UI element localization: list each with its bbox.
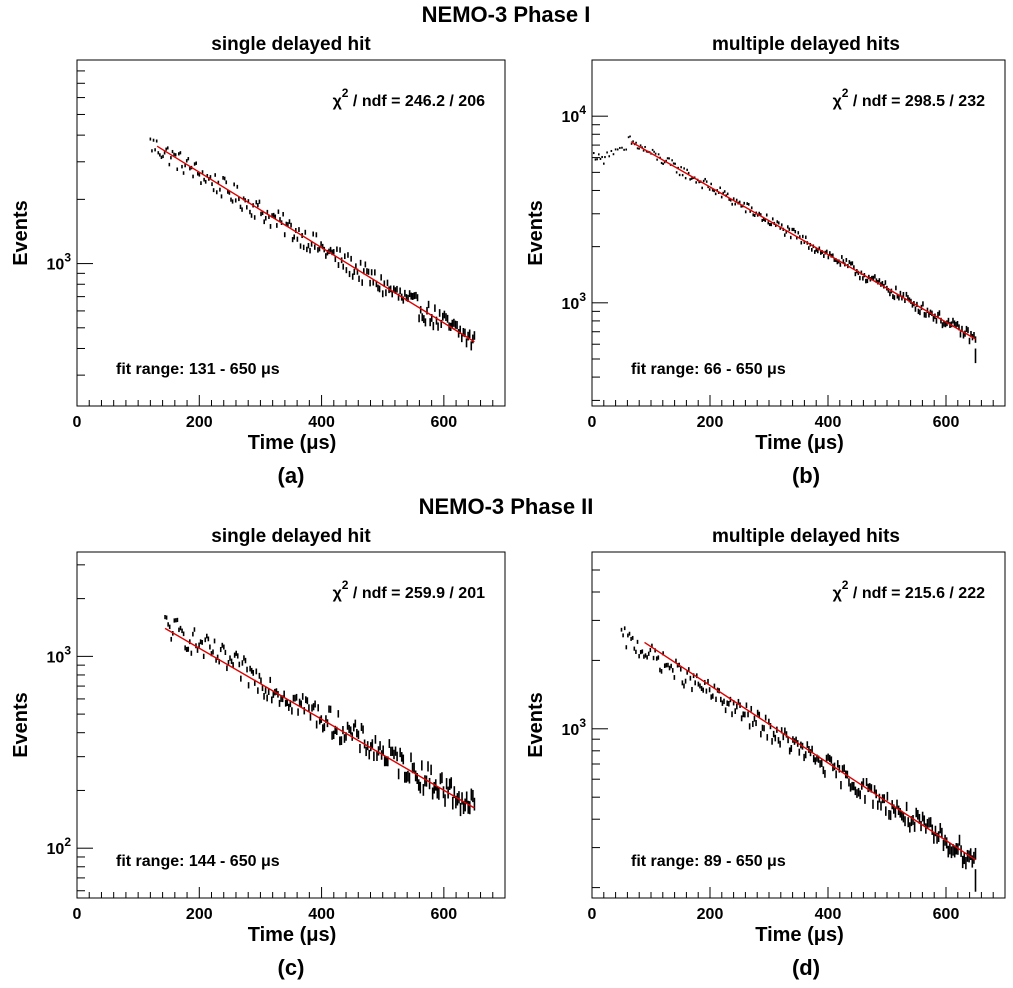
- y-axis-label-a: Events: [10, 200, 32, 266]
- y-axis-label-d: Events: [525, 692, 547, 758]
- fit-line-b: [630, 141, 976, 340]
- fit-range-annotation-d: fit range: 89 - 650 μs: [631, 853, 786, 870]
- series-d-0: [620, 626, 977, 870]
- chi2-annotation-a: χ2 / ndf = 246.2 / 206: [333, 86, 486, 110]
- panel-c: 0 200 400 600 102 103 Time (μs) Events χ2 / ndf …: [10, 551, 506, 946]
- plot-frame-c: [76, 551, 506, 899]
- y-tick-label-d: 103: [562, 716, 587, 739]
- y-tick-label-a: 103: [47, 251, 72, 274]
- x-tick-label-a: 600: [431, 414, 458, 431]
- plot-frame-b: [591, 59, 1006, 407]
- phase1-title: NEMO-3 Phase I: [422, 2, 591, 27]
- y-tick-label-c: 102: [47, 835, 72, 858]
- panel-d-subtitle: multiple delayed hits: [712, 526, 900, 547]
- x-axis-label-d: Time (μs): [755, 924, 844, 946]
- chi2-annotation-b: χ2 / ndf = 298.5 / 232: [833, 86, 986, 110]
- x-tick-label-c: 600: [431, 906, 458, 923]
- x-tick-label-b: 600: [933, 414, 960, 431]
- panel-a-label: (a): [278, 463, 305, 488]
- fit-range-annotation-a: fit range: 131 - 650 μs: [116, 361, 280, 378]
- plot-frame-d: [591, 551, 1006, 899]
- x-axis-label-c: Time (μs): [248, 924, 337, 946]
- fit-line-a: [156, 145, 475, 343]
- panel-c-label: (c): [278, 955, 305, 980]
- panel-a: 0 200 400 600 103 Time (μs) Events χ2 / ndf = 2…: [10, 59, 506, 454]
- series-c-0: [164, 614, 476, 817]
- x-tick-label-d: 0: [588, 906, 597, 923]
- fit-line-d: [644, 641, 976, 861]
- fit-range-annotation-c: fit range: 144 - 650 μs: [116, 853, 280, 870]
- series-a-0: [149, 137, 476, 351]
- x-axis-label-a: Time (μs): [248, 432, 337, 454]
- x-tick-label-a: 200: [186, 414, 213, 431]
- panel-a-subtitle: single delayed hit: [211, 34, 371, 55]
- x-tick-label-b: 400: [815, 414, 842, 431]
- series-b-1: [604, 146, 628, 159]
- y-axis-label-c: Events: [10, 692, 32, 758]
- series-b-0: [592, 152, 605, 165]
- y-tick-label-b: 104: [562, 103, 587, 126]
- x-tick-label-d: 200: [697, 906, 724, 923]
- x-tick-label-b: 200: [697, 414, 724, 431]
- y-tick-label-c: 103: [47, 643, 72, 666]
- phase2-title: NEMO-3 Phase II: [419, 494, 594, 519]
- panel-b: 0 200 400 600 103 104 Time (μs) Events χ2 / ndf …: [525, 59, 1006, 454]
- x-axis-label-b: Time (μs): [755, 432, 844, 454]
- x-tick-label-a: 0: [73, 414, 82, 431]
- panel-b-label: (b): [792, 463, 820, 488]
- x-tick-label-d: 600: [933, 906, 960, 923]
- panel-c-subtitle: single delayed hit: [211, 526, 371, 547]
- x-tick-label-d: 400: [815, 906, 842, 923]
- chi2-annotation-c: χ2 / ndf = 259.9 / 201: [333, 578, 486, 602]
- x-tick-label-b: 0: [588, 414, 597, 431]
- x-tick-label-c: 0: [73, 906, 82, 923]
- x-tick-label-c: 400: [308, 906, 335, 923]
- fit-line-c: [164, 627, 475, 809]
- panel-d: 0 200 400 600 103 Time (μs) Events χ2 / ndf = 2…: [525, 551, 1006, 946]
- y-tick-label-b: 103: [562, 290, 587, 313]
- fit-range-annotation-b: fit range: 66 - 650 μs: [631, 361, 786, 378]
- chi2-annotation-d: χ2 / ndf = 215.6 / 222: [833, 578, 986, 602]
- plot-frame-a: [76, 59, 506, 407]
- x-tick-label-a: 400: [308, 414, 335, 431]
- x-tick-label-c: 200: [186, 906, 213, 923]
- y-axis-label-b: Events: [525, 200, 547, 266]
- panel-b-subtitle: multiple delayed hits: [712, 34, 900, 55]
- panel-d-label: (d): [792, 955, 820, 980]
